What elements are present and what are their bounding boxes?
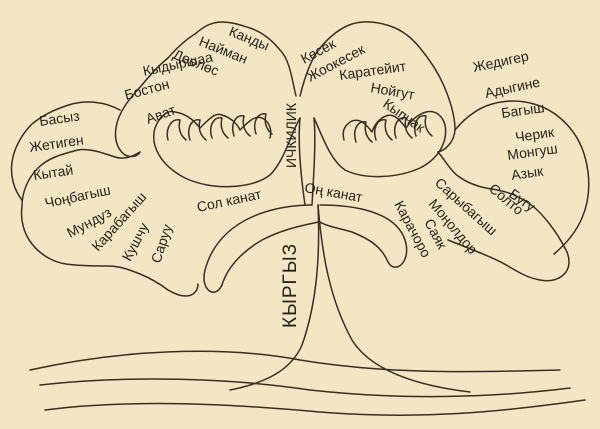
left-cloud	[20, 148, 199, 297]
flame-left-1	[166, 119, 187, 141]
flame-left-5	[254, 113, 273, 135]
center-stem	[298, 117, 316, 206]
right-curl	[319, 204, 408, 268]
top-right-label-4: Нойгут	[369, 79, 416, 103]
trunk-right-edge	[317, 204, 471, 393]
left-label-2: Жетиген	[28, 132, 84, 155]
right-label-1: Жедигер	[471, 47, 530, 74]
right-cloud-outer	[454, 100, 590, 255]
flame-right-2	[374, 119, 393, 141]
left-curl	[203, 204, 319, 293]
top-cloud-right	[299, 21, 456, 153]
right-label-3: Багыш	[500, 99, 545, 121]
right-label-6: Азык	[510, 163, 545, 183]
inner-left-scroll	[153, 110, 301, 188]
flame-right-4	[414, 115, 433, 137]
left-wing-label: Сол канат	[195, 186, 263, 215]
right-label-5: Монгуш	[506, 140, 558, 163]
left-cloud-upper	[10, 101, 121, 201]
right-label-2: Адыгине	[483, 74, 541, 101]
flame-left-2	[188, 119, 207, 141]
flame-right-3	[394, 117, 413, 139]
top-cloud-left	[114, 21, 297, 158]
right-label-4: Черик	[514, 124, 556, 145]
flame-left-3	[210, 117, 229, 139]
ground-line-lower	[44, 399, 586, 416]
left-label-1: Басыз	[38, 107, 80, 128]
trunk-left-edge	[229, 204, 320, 391]
left-label-3: Кытай	[32, 162, 74, 183]
ground-line-upper	[29, 350, 561, 373]
flame-left-4	[232, 115, 251, 137]
trunk-label: КЫРГЫЗ	[280, 243, 301, 328]
top-left-label-6: Ават	[144, 101, 179, 127]
left-label-8: Саруу	[148, 222, 175, 265]
right-cloud	[437, 151, 570, 282]
flame-right-1	[354, 121, 373, 143]
inner-right-scroll	[313, 110, 447, 178]
center-label: ИЧКИЛИК	[283, 102, 299, 168]
ground-line-middle	[39, 378, 571, 398]
